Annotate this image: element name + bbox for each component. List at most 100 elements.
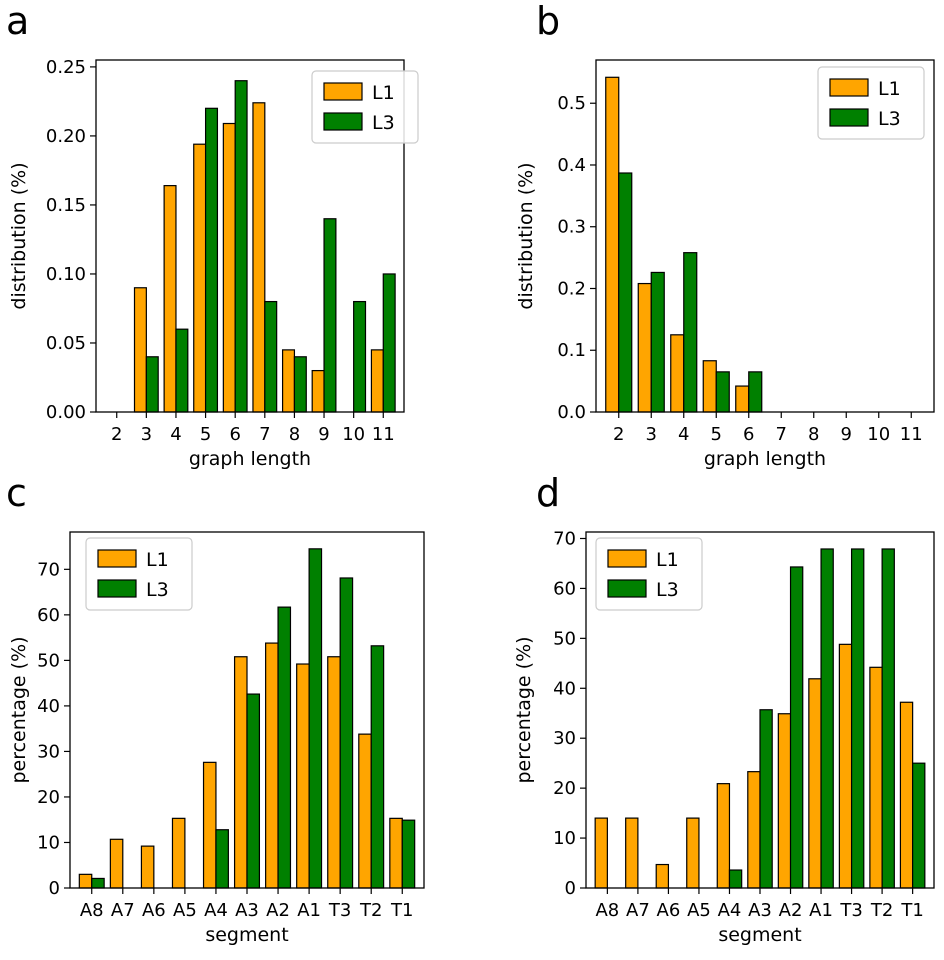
chart-b-xtick-label: 2 (613, 424, 624, 445)
chart-b-xtick-label: 8 (808, 424, 819, 445)
chart-c-xtick-label: A2 (266, 900, 290, 921)
chart-d-xtick-label: A8 (595, 900, 619, 921)
chart-c-bar-L1-A3 (233, 656, 248, 889)
chart-a-bar-L3-9 (323, 218, 337, 413)
chart-c-legend-swatch-L1 (97, 549, 137, 568)
chart-a-series-L1 (133, 102, 384, 413)
chart-b-bar-L3-3 (650, 271, 665, 413)
chart-a-bar-L1-3 (133, 287, 147, 413)
chart-b: 2 3 4 5 6 7 8 9 10 11 0.0 0.1 0.2 0.3 0.4 0.5 graph leng… (515, 59, 935, 470)
chart-b-bar-L1-6 (735, 385, 750, 413)
chart-a-xtick-label: 9 (318, 424, 329, 445)
chart-d-ytick-label: 20 (553, 778, 576, 799)
chart-d-bar-L1-A3 (747, 771, 761, 889)
chart-c-series-L3 (91, 548, 416, 889)
chart-c-bar-L1-A7 (109, 838, 124, 889)
chart-c-ytick-label: 50 (37, 650, 60, 671)
chart-d-bar-L1-T2 (869, 666, 883, 889)
chart-c-bar-L3-T1 (401, 819, 416, 889)
chart-c-bar-L3-A1 (308, 548, 323, 889)
chart-c-xtick-label: A8 (80, 900, 104, 921)
chart-b-bar-L3-2 (618, 172, 633, 413)
chart-a-ytick-label: 0.10 (46, 264, 86, 285)
chart-c-legend-label-L1: L1 (146, 549, 169, 571)
chart-c-bar-L1-T3 (327, 656, 341, 889)
chart-c-xtick-label: A1 (297, 900, 321, 921)
chart-d-ytick-label: 70 (553, 528, 576, 549)
chart-a-bar-L3-3 (145, 356, 159, 413)
chart-c-bar-L3-A2 (277, 606, 292, 889)
chart-a-ytick-label: 0.00 (46, 402, 86, 423)
chart-a-xtick-label: 7 (259, 424, 270, 445)
chart-c-bar-L3-T3 (339, 577, 354, 889)
chart-d-x-axis-label: segment (718, 924, 801, 946)
chart-c-legend-box (85, 537, 193, 611)
chart-c-y-axis-label: percentage (%) (8, 636, 30, 783)
chart-a-legend-box (311, 70, 419, 144)
chart-b-xtick-label: 7 (776, 424, 787, 445)
chart-d-bar-L1-A7 (625, 817, 639, 889)
chart-b-series-L1 (605, 76, 750, 413)
chart-a-bar-L3-8 (293, 356, 307, 413)
chart-a-bar-L1-8 (281, 349, 296, 413)
chart-c-bar-L1-A4 (202, 761, 217, 889)
chart-c-xtick-label: T3 (328, 900, 351, 921)
panel-a: a 2 3 4 5 6 7 8 9 10 11 0.00 0.05 0.10 0.15 0.20 0.25 gr… (6, 0, 419, 470)
chart-d-xtick-label: A3 (748, 900, 772, 921)
chart-c-xtick-label: A3 (235, 900, 259, 921)
chart-d-bar-L1-A1 (808, 678, 822, 889)
chart-c-series-L1 (78, 642, 403, 889)
chart-b-legend-label-L3: L3 (878, 108, 901, 130)
chart-d-xtick-label: A6 (657, 900, 681, 921)
chart-a-xtick-label: 8 (289, 424, 300, 445)
chart-d-xtick-label: T2 (870, 900, 893, 921)
chart-b-ytick-label: 0.4 (557, 155, 586, 176)
chart-c-bar-L3-A4 (215, 829, 229, 889)
chart-d-xtick-label: A4 (718, 900, 742, 921)
chart-d-bar-L3-T3 (850, 548, 865, 889)
chart-d-xtick-label: T3 (839, 900, 862, 921)
chart-a-bar-L3-7 (264, 300, 278, 413)
chart-c-xtick-label: T1 (390, 900, 413, 921)
chart-d-bar-L1-T1 (899, 701, 914, 889)
chart-b-ytick-label: 0.3 (557, 217, 586, 238)
chart-d-bar-L1-A5 (686, 817, 700, 889)
chart-c-xtick-label: A6 (142, 900, 166, 921)
chart-d-xtick-label: A5 (687, 900, 711, 921)
chart-b-legend-swatch-L3 (829, 108, 869, 127)
chart-d-bar-L3-A1 (820, 548, 834, 889)
chart-b-bar-L1-4 (670, 334, 685, 413)
panel-letter-d: d (536, 471, 560, 515)
chart-c-xtick-label: T2 (359, 900, 382, 921)
panel-d: d A8 A7 A6 A5 A4 A3 A2 A1 T3 T2 T1 0 10 20 30 40 50 60 70 s… (513, 471, 935, 946)
chart-c-ytick-label: 0 (49, 878, 60, 899)
chart-d-bar-L1-A8 (594, 817, 608, 889)
chart-d-bar-L1-A4 (716, 783, 731, 889)
chart-a-legend-label-L3: L3 (372, 112, 395, 134)
chart-a-bar-L3-5 (204, 107, 219, 413)
panel-letter-a: a (6, 0, 29, 43)
chart-d-legend-label-L3: L3 (656, 579, 679, 601)
chart-d-ytick-label: 40 (553, 678, 576, 699)
chart-a-bar-L1-6 (222, 122, 236, 413)
panel-letter-b: b (536, 0, 560, 43)
chart-d-ytick-label: 50 (553, 628, 576, 649)
chart-c-bar-L1-A1 (296, 663, 310, 889)
chart-d-xtick-label: A2 (779, 900, 803, 921)
chart-a-series-L3 (145, 80, 396, 413)
chart-c-ytick-label: 60 (37, 605, 60, 626)
chart-a-ytick-label: 0.05 (46, 333, 86, 354)
chart-a-xtick-label: 11 (372, 424, 395, 445)
chart-a-ytick-label: 0.15 (46, 195, 86, 216)
chart-b-bar-L3-6 (748, 371, 763, 413)
chart-d-bar-L3-T2 (881, 548, 895, 889)
chart-a-bar-L3-6 (234, 80, 248, 413)
chart-a-legend-label-L1: L1 (372, 82, 395, 104)
chart-d-bar-L1-A6 (655, 863, 670, 889)
chart-d-xtick-label: A7 (626, 900, 650, 921)
chart-a-xtick-label: 4 (170, 424, 181, 445)
chart-c-bar-L1-T1 (389, 817, 403, 889)
chart-b-bar-L1-5 (702, 360, 717, 413)
chart-c-ytick-label: 20 (37, 787, 60, 808)
